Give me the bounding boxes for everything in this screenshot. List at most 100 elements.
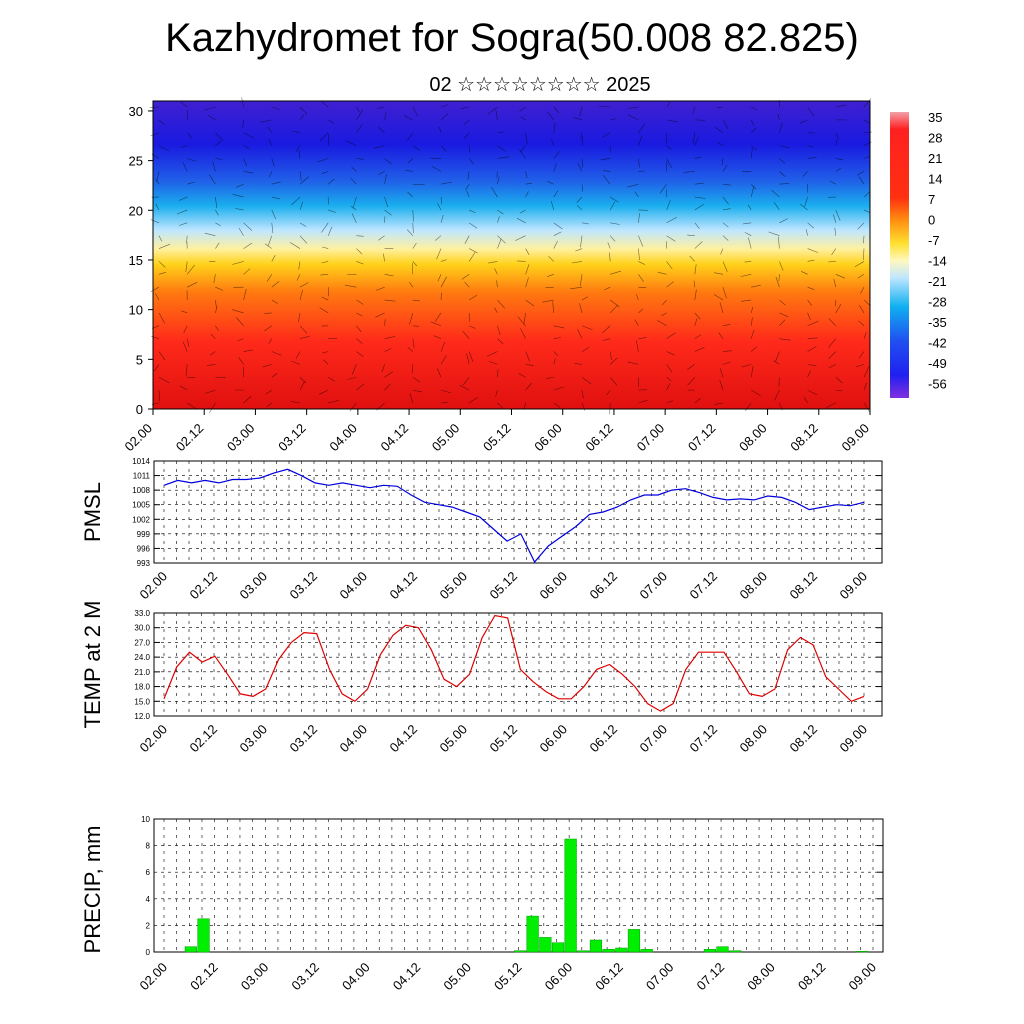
- wind-barb: [666, 145, 672, 150]
- wind-barb: [317, 158, 329, 163]
- wind-barb: [835, 209, 841, 221]
- wind-barb: [722, 261, 728, 272]
- wind-barb: [299, 325, 308, 334]
- precip-bar: [564, 838, 577, 953]
- wind-barb: [661, 312, 667, 317]
- wind-barb: [299, 222, 307, 227]
- temp-y-tick-label: 30.0: [134, 624, 150, 633]
- wind-barb: [185, 261, 188, 272]
- wind-barb: [719, 302, 724, 313]
- wind-barb: [497, 216, 500, 223]
- temp-x-tick-label: 04.12: [387, 722, 421, 756]
- wind-barb: [213, 274, 216, 284]
- wind-barb: [581, 347, 590, 352]
- wind-barb: [805, 229, 808, 236]
- wind-barb: [186, 264, 195, 275]
- pmsl-x-tick-label: 07.00: [637, 569, 671, 603]
- wind-barb: [722, 119, 729, 130]
- wind-barb: [768, 231, 780, 236]
- wind-barb: [347, 376, 357, 380]
- precip-bar: [551, 942, 565, 953]
- wind-barb: [350, 177, 357, 185]
- pmsl-x-tick-label: 06.12: [587, 569, 621, 603]
- wind-barb: [525, 171, 528, 179]
- wind-barb: [497, 209, 504, 215]
- wind-barb: [835, 104, 847, 108]
- wind-barb: [350, 205, 357, 211]
- heatmap-field: [153, 101, 870, 409]
- wind-barb: [863, 209, 870, 213]
- wind-barb: [779, 312, 789, 318]
- wind-barb: [525, 264, 530, 275]
- temp-x-tick-label: 09.00: [837, 722, 871, 756]
- x-tick-label: 08.00: [736, 421, 770, 455]
- wind-barb: [215, 306, 218, 313]
- wind-barb: [464, 235, 470, 244]
- colorbar: [890, 112, 909, 398]
- wind-barb: [384, 348, 392, 352]
- wind-barb: [187, 281, 198, 288]
- wind-barb: [323, 359, 329, 365]
- wind-barb: [751, 346, 758, 352]
- wind-barb: [377, 106, 385, 109]
- pmsl-y-tick-label: 1011: [133, 472, 151, 481]
- wind-barb: [694, 136, 699, 146]
- temp-x-tick-label: 03.12: [287, 722, 321, 756]
- wind-barb: [828, 364, 836, 369]
- wind-barb: [298, 312, 301, 323]
- wind-barb: [687, 377, 696, 386]
- wind-barb: [435, 235, 442, 241]
- wind-barb: [321, 101, 329, 108]
- wind-barb: [581, 158, 583, 168]
- wind-barb: [406, 229, 414, 236]
- wind-barb: [440, 145, 447, 152]
- wind-barb: [523, 312, 526, 325]
- x-tick-label: 03.00: [224, 421, 258, 455]
- wind-barb: [666, 351, 675, 356]
- wind-barb: [579, 274, 583, 287]
- wind-barb: [520, 145, 526, 153]
- wind-barb: [463, 119, 470, 125]
- wind-barb: [232, 193, 244, 198]
- wind-barb: [496, 171, 498, 178]
- wind-barb: [466, 353, 470, 365]
- wind-barb: [722, 235, 729, 241]
- wind-barb: [412, 389, 423, 393]
- wind-barb: [751, 389, 761, 396]
- wind-barb: [156, 171, 160, 182]
- wind-barb: [150, 286, 160, 292]
- wind-barb: [328, 119, 335, 124]
- wind-barb: [835, 300, 837, 307]
- wind-barb: [771, 189, 780, 198]
- wind-barb: [548, 255, 555, 262]
- wind-barb: [183, 325, 188, 334]
- wind-barb: [666, 383, 671, 391]
- x-tick-label: 04.00: [326, 421, 360, 455]
- temp-y-tick-label: 27.0: [134, 638, 150, 647]
- page-subtitle: 02 ☆☆☆☆☆☆☆☆ 2025: [429, 74, 651, 96]
- wind-barb: [662, 299, 667, 306]
- wind-barb: [547, 274, 554, 277]
- wind-barb: [378, 171, 385, 176]
- wind-barb: [627, 114, 639, 121]
- colorbar-label: -28: [928, 295, 947, 310]
- temp-x-tick-label: 06.00: [537, 722, 571, 756]
- wind-barb: [468, 351, 474, 362]
- wind-barb: [182, 341, 188, 352]
- wind-barb: [440, 341, 446, 352]
- wind-barb: [179, 385, 188, 391]
- precip-bar: [577, 950, 590, 953]
- colorbar-label: -7: [928, 233, 940, 248]
- wind-barb: [212, 161, 216, 172]
- wind-barb: [267, 235, 273, 247]
- wind-barb: [299, 201, 304, 211]
- wind-barb: [384, 274, 394, 277]
- wind-barb: [299, 282, 309, 288]
- wind-barb: [863, 248, 865, 261]
- wind-barb: [469, 397, 478, 404]
- wind-barb: [551, 139, 555, 146]
- wind-barb: [609, 357, 618, 365]
- wind-barb: [462, 377, 470, 386]
- pmsl-y-tick-label: 1005: [132, 501, 150, 510]
- x-tick-label: 04.12: [378, 421, 412, 455]
